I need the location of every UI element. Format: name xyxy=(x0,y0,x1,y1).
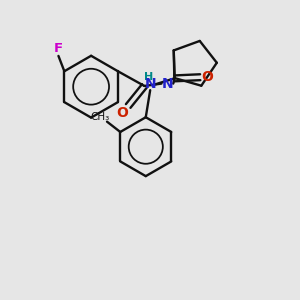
Text: F: F xyxy=(53,42,62,55)
Text: CH₃: CH₃ xyxy=(90,112,109,122)
Text: O: O xyxy=(116,106,128,120)
Text: N: N xyxy=(144,77,156,91)
Text: H: H xyxy=(144,72,153,82)
Text: O: O xyxy=(201,70,213,84)
Text: N: N xyxy=(161,76,173,91)
